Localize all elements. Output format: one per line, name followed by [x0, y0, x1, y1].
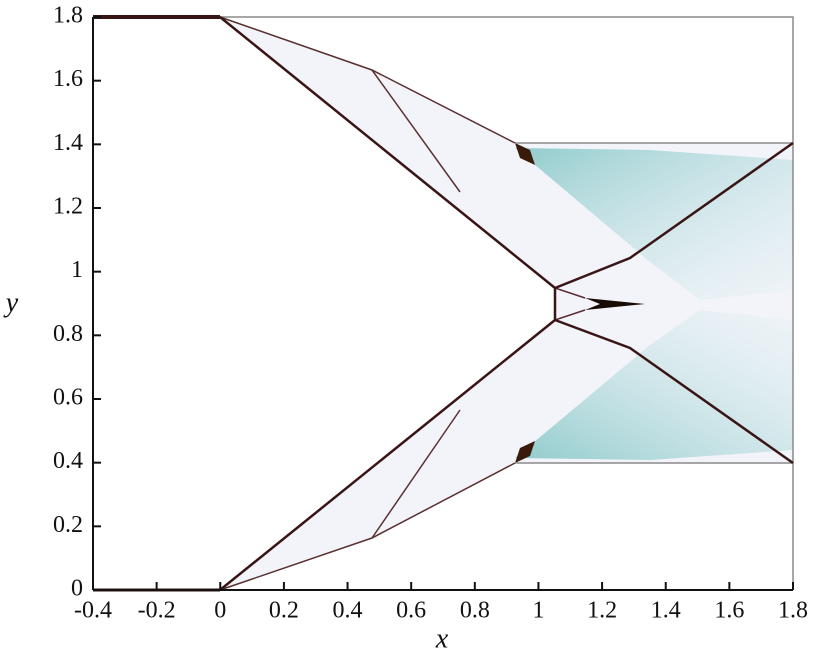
x-tick-label: -0.2: [138, 598, 176, 624]
x-tick-label: 1.2: [587, 598, 617, 624]
x-tick-label: 1.6: [714, 598, 744, 624]
secondary-shocks: [219, 16, 586, 591]
expansion-fan: [515, 310, 793, 460]
expansion-fan: [515, 148, 793, 300]
x-tick-label: 1.4: [651, 598, 681, 624]
jet-tip: [585, 298, 645, 310]
y-tick-label: 0: [71, 576, 83, 602]
y-tick-label: 1.8: [53, 3, 83, 29]
y-tick-label: 0.6: [53, 385, 83, 411]
x-tick-label: 1.8: [778, 598, 808, 624]
x-tick-label: 1: [532, 598, 544, 624]
x-tick-label: 0.4: [333, 598, 363, 624]
shock-focus: [515, 441, 535, 463]
y-tick-label: 1.2: [53, 194, 83, 220]
x-tick-label: 0.6: [396, 598, 426, 624]
x-tick-label: 0: [214, 598, 226, 624]
y-axis-label: y: [3, 287, 19, 318]
y-tick-label: 1.4: [53, 130, 83, 156]
y-tick-label: 1.6: [53, 66, 83, 92]
x-tick-label: 0.2: [269, 598, 299, 624]
field-picture: [93, 15, 794, 592]
boundary: [220, 16, 794, 590]
flow-region: [220, 17, 793, 590]
x-tick-label: 0.8: [460, 598, 490, 624]
shock-focus: [515, 143, 535, 165]
y-tick-label: 0.8: [53, 321, 83, 347]
y-tick-label: 0.2: [53, 512, 83, 538]
y-tick-label: 1: [71, 257, 83, 283]
axes: -0.4 -0.2 0 0.2 0.4 0.6 0.8 1 1.2 1.4 1.6 1.8 0 0.2 0.…: [53, 3, 808, 624]
y-tick-label: 0.4: [53, 448, 83, 474]
x-tick-label: -0.4: [74, 598, 112, 624]
main-shocks: [93, 15, 794, 592]
x-axis-label: x: [435, 623, 449, 654]
